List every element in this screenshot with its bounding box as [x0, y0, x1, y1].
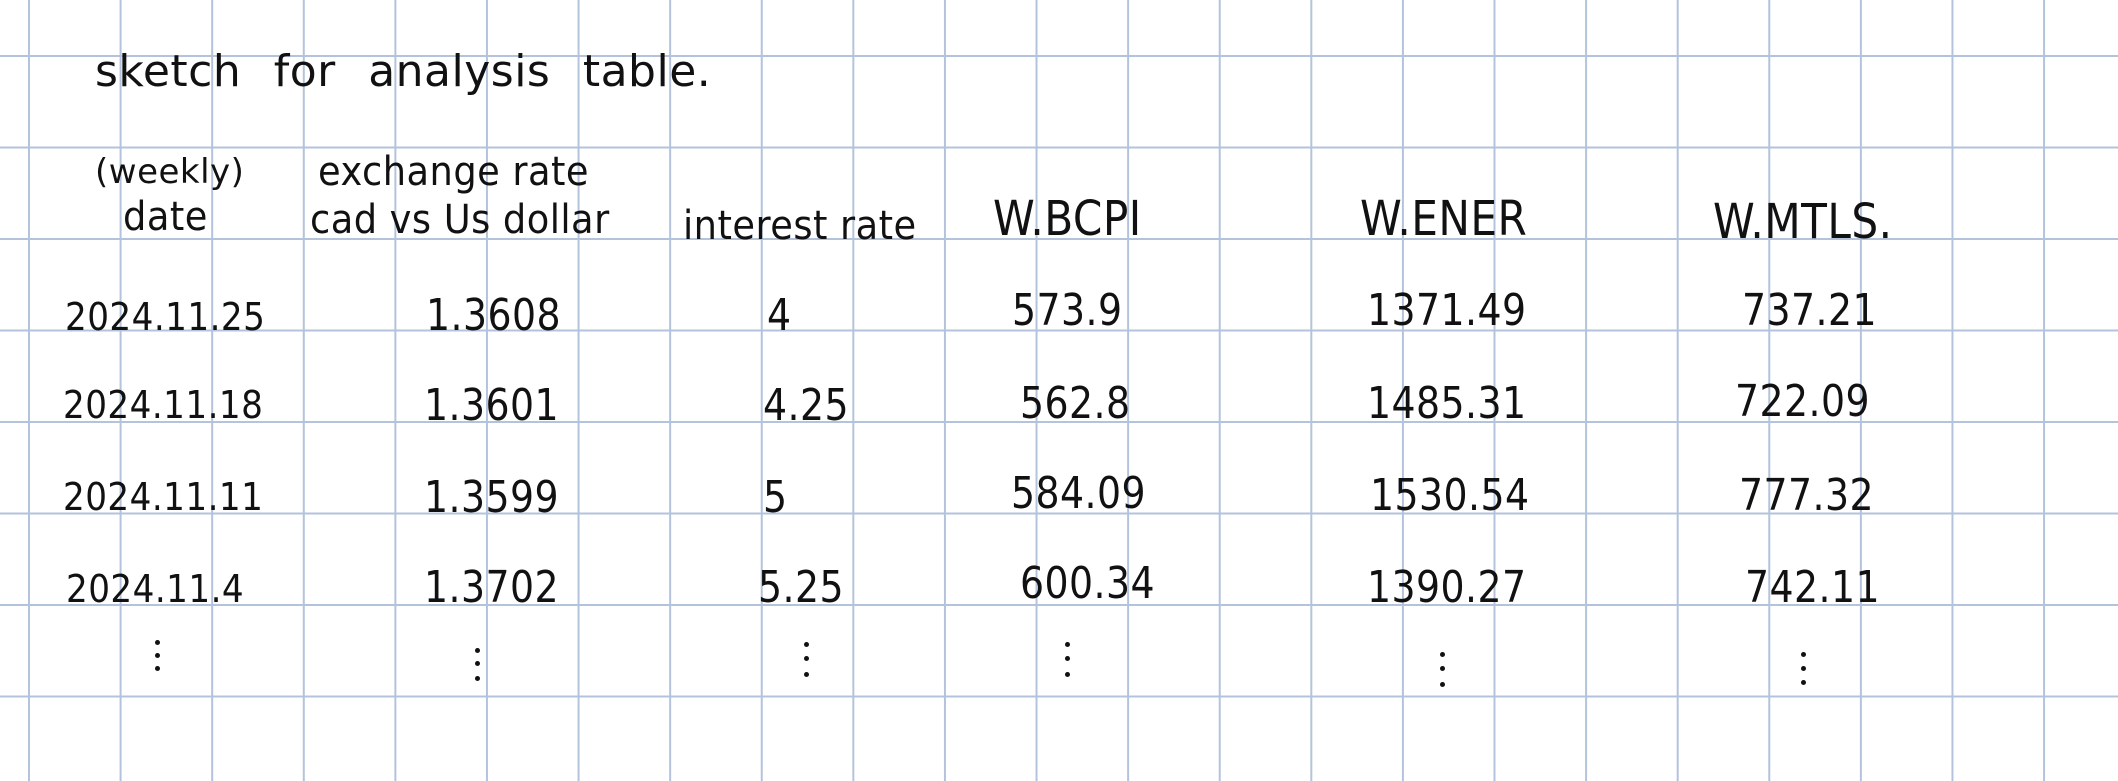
- page-title: sketch for analysis table.: [95, 46, 712, 97]
- cell-wbcpi-row-3: 584.09: [1011, 468, 1146, 519]
- cell-wmtls-row-1: 737.21: [1742, 285, 1877, 336]
- cell-wmtls-row-4: 742.11: [1745, 562, 1880, 613]
- cell-interest-row-4: 5.25: [758, 562, 844, 613]
- cell-date-row-3: 2024.11.11: [63, 475, 264, 519]
- continuation-dots-wmtls: [1798, 652, 1810, 698]
- header-date-note: (weekly): [95, 152, 245, 192]
- continuation-dots-date: [152, 640, 164, 686]
- cell-exchange-row-3: 1.3599: [424, 472, 559, 523]
- cell-date-row-2: 2024.11.18: [63, 383, 264, 427]
- cell-wener-row-1: 1371.49: [1367, 285, 1527, 336]
- cell-wmtls-row-3: 777.32: [1739, 470, 1874, 521]
- cell-exchange-row-1: 1.3608: [426, 290, 561, 341]
- header-exchange-subtitle: cad vs Us dollar: [310, 197, 610, 243]
- cell-interest-row-2: 4.25: [763, 380, 849, 431]
- continuation-dots-wbcpi: [1062, 642, 1074, 688]
- continuation-dots-exchange: [472, 648, 484, 694]
- continuation-dots-wener: [1437, 652, 1449, 698]
- header-exchange-rate: exchange rate: [318, 149, 589, 195]
- cell-date-row-4: 2024.11.4: [66, 567, 245, 611]
- cell-wbcpi-row-2: 562.8: [1020, 378, 1131, 429]
- cell-exchange-row-2: 1.3601: [424, 380, 559, 431]
- cell-wbcpi-row-1: 573.9: [1012, 285, 1123, 336]
- continuation-dots-interest: [801, 642, 813, 688]
- header-interest-rate: interest rate: [683, 203, 917, 249]
- header-wener: W.ENER: [1360, 191, 1528, 247]
- header-wbcpi: W.BCPI: [993, 191, 1142, 247]
- header-wmtls: W.MTLS.: [1713, 194, 1893, 250]
- cell-exchange-row-4: 1.3702: [424, 562, 559, 613]
- cell-wmtls-row-2: 722.09: [1735, 376, 1870, 427]
- cell-wener-row-4: 1390.27: [1367, 562, 1527, 613]
- cell-interest-row-3: 5: [763, 472, 788, 523]
- cell-wbcpi-row-4: 600.34: [1020, 558, 1155, 609]
- cell-interest-row-1: 4: [767, 290, 792, 341]
- header-date: date: [123, 194, 208, 240]
- cell-date-row-1: 2024.11.25: [65, 295, 266, 339]
- cell-wener-row-2: 1485.31: [1367, 378, 1527, 429]
- cell-wener-row-3: 1530.54: [1370, 470, 1530, 521]
